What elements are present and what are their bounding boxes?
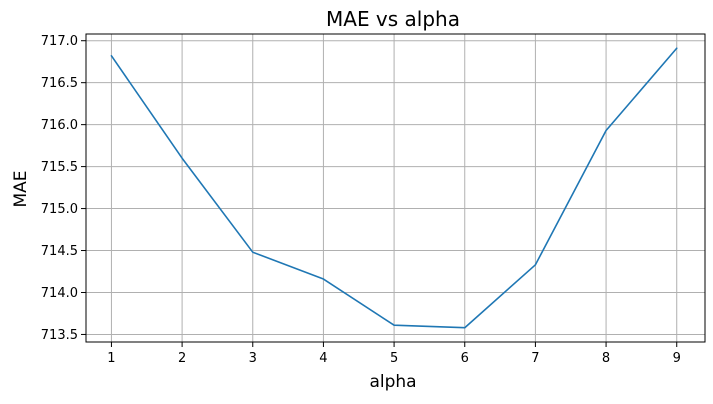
y-axis-label: MAE: [11, 170, 31, 207]
x-tick-label: 7: [531, 351, 539, 366]
y-tick-label: 717.0: [41, 34, 78, 49]
y-tick-label: 716.5: [41, 76, 78, 91]
x-tick-label: 2: [178, 351, 186, 366]
y-tick-label: 714.0: [41, 286, 78, 301]
grid: [86, 34, 705, 342]
x-tick-label: 1: [107, 351, 115, 366]
x-tick-label: 3: [249, 351, 257, 366]
y-axis-ticks: 713.5 714.0 714.5 715.0 715.5 716.0 716.5 717.0: [41, 34, 86, 343]
x-axis-label: alpha: [369, 372, 416, 392]
x-tick-label: 8: [602, 351, 610, 366]
plot-frame: [85, 33, 706, 343]
x-tick-label: 5: [390, 351, 398, 366]
series-line: [110, 47, 678, 329]
chart-title: MAE vs alpha: [326, 7, 460, 31]
y-tick-label: 716.0: [41, 118, 78, 133]
y-tick-label: 715.0: [41, 202, 78, 217]
y-tick-label: 714.5: [41, 244, 78, 259]
y-tick-label: 715.5: [41, 160, 78, 175]
series-layer: [110, 47, 678, 329]
x-axis-ticks: 1 2 3 4 5 6 7 8 9: [107, 342, 681, 366]
y-tick-label: 713.5: [41, 328, 78, 343]
x-tick-label: 4: [319, 351, 327, 366]
x-tick-label: 9: [673, 351, 681, 366]
x-tick-label: 6: [461, 351, 469, 366]
